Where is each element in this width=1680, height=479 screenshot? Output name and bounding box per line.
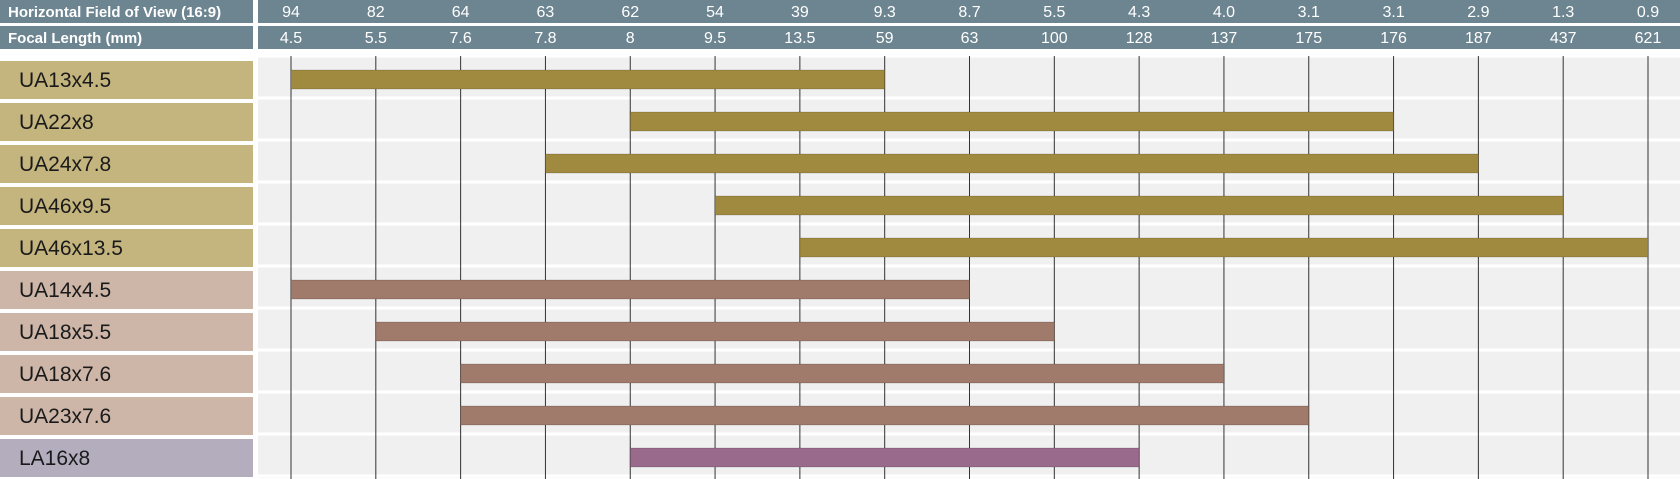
focal-tick-label: 175 — [1295, 30, 1322, 47]
lens-label-box — [0, 61, 253, 99]
header-row-label: Focal Length (mm) — [8, 30, 142, 47]
lens-name: LA16x8 — [19, 447, 90, 470]
lens-label-box — [0, 355, 253, 393]
fov-tick-label: 0.9 — [1637, 4, 1659, 21]
lens-name: UA23x7.6 — [19, 405, 111, 428]
fov-tick-label: 64 — [452, 4, 470, 21]
fov-tick-label: 8.7 — [958, 4, 980, 21]
header-ticks-band — [258, 0, 1680, 23]
range-bar-la16x8 — [629, 447, 1140, 468]
fov-tick-label: 1.3 — [1552, 4, 1574, 21]
lens-label-box — [0, 313, 253, 351]
lens-name: UA46x13.5 — [19, 237, 123, 260]
focal-tick-label: 7.6 — [450, 30, 472, 47]
range-bar-ua24x7-8 — [544, 153, 1479, 174]
fov-tick-label: 63 — [537, 4, 555, 21]
lens-name: UA14x4.5 — [19, 279, 111, 302]
lens-name: UA24x7.8 — [19, 153, 111, 176]
lens-name: UA13x4.5 — [19, 69, 111, 92]
focal-tick-label: 176 — [1380, 30, 1407, 47]
fov-tick-label: 9.3 — [874, 4, 896, 21]
range-bar-ua13x4-5 — [290, 69, 886, 90]
fov-tick-label: 62 — [621, 4, 639, 21]
lens-label-box — [0, 229, 253, 267]
focal-tick-label: 437 — [1550, 30, 1577, 47]
focal-tick-label: 187 — [1465, 30, 1492, 47]
fov-tick-label: 54 — [706, 4, 724, 21]
range-bar-ua18x7-6 — [460, 363, 1225, 384]
focal-tick-label: 137 — [1211, 30, 1238, 47]
lens-label-box — [0, 271, 253, 309]
fov-tick-label: 2.9 — [1467, 4, 1489, 21]
range-bar-ua46x13-5 — [799, 237, 1649, 258]
focal-tick-label: 59 — [876, 30, 894, 47]
fov-tick-label: 3.1 — [1382, 4, 1404, 21]
focal-tick-label: 621 — [1635, 30, 1662, 47]
range-bar-ua18x5-5 — [375, 321, 1055, 342]
header-ticks-band — [258, 26, 1680, 49]
fov-tick-label: 4.0 — [1213, 4, 1235, 21]
header-row-label: Horizontal Field of View (16:9) — [8, 4, 221, 21]
lens-name: UA22x8 — [19, 111, 94, 134]
focal-tick-label: 128 — [1126, 30, 1153, 47]
fov-tick-label: 4.3 — [1128, 4, 1150, 21]
lens-name: UA18x5.5 — [19, 321, 111, 344]
focal-tick-label: 8 — [626, 30, 635, 47]
focal-tick-label: 7.8 — [534, 30, 556, 47]
range-bar-ua46x9-5 — [714, 195, 1564, 216]
fov-tick-label: 3.1 — [1298, 4, 1320, 21]
header-label-cell — [0, 0, 253, 23]
focal-tick-label: 9.5 — [704, 30, 726, 47]
lens-label-box — [0, 397, 253, 435]
focal-tick-label: 13.5 — [784, 30, 815, 47]
focal-tick-label: 63 — [961, 30, 979, 47]
focal-tick-label: 100 — [1041, 30, 1068, 47]
fov-tick-label: 82 — [367, 4, 385, 21]
focal-tick-label: 4.5 — [280, 30, 302, 47]
fov-tick-label: 94 — [282, 4, 300, 21]
range-bar-ua23x7-6 — [460, 405, 1310, 426]
lens-name: UA18x7.6 — [19, 363, 111, 386]
lens-label-box — [0, 145, 253, 183]
header-label-cell — [0, 26, 253, 49]
lens-label-box — [0, 103, 253, 141]
range-bar-ua22x8 — [629, 111, 1395, 132]
fov-tick-label: 39 — [791, 4, 809, 21]
range-bar-ua14x4-5 — [290, 279, 970, 300]
lens-label-box — [0, 187, 253, 225]
fov-tick-label: 5.5 — [1043, 4, 1065, 21]
lens-name: UA46x9.5 — [19, 195, 111, 218]
lens-label-box — [0, 439, 253, 477]
focal-tick-label: 5.5 — [365, 30, 387, 47]
